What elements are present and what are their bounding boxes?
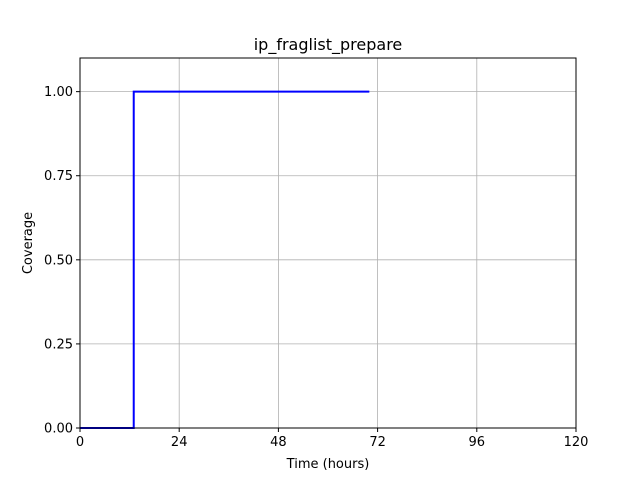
x-axis-ticks: 0 24 48 72 96 120 <box>76 428 589 450</box>
plot-frame <box>79 57 577 429</box>
y-tick-label: 0.75 <box>44 169 73 184</box>
y-tick-label: 1.00 <box>44 85 73 100</box>
x-tick-label: 0 <box>76 435 84 450</box>
plot-area <box>80 58 576 428</box>
y-axis-title: Coverage <box>21 212 36 274</box>
y-tick-label: 0.00 <box>44 422 73 437</box>
chart-title: ip_fraglist_prepare <box>254 35 403 55</box>
x-axis-title: Time (hours) <box>286 457 370 472</box>
y-tick-label: 0.25 <box>44 337 73 352</box>
x-tick-label: 72 <box>369 435 386 450</box>
x-tick-label: 96 <box>469 435 486 450</box>
x-tick-label: 24 <box>171 435 188 450</box>
x-tick-label: 48 <box>270 435 287 450</box>
y-tick-label: 0.50 <box>44 253 73 268</box>
y-axis-ticks: 0.00 0.25 0.50 0.75 1.00 <box>44 85 80 437</box>
x-tick-label: 120 <box>564 435 589 450</box>
